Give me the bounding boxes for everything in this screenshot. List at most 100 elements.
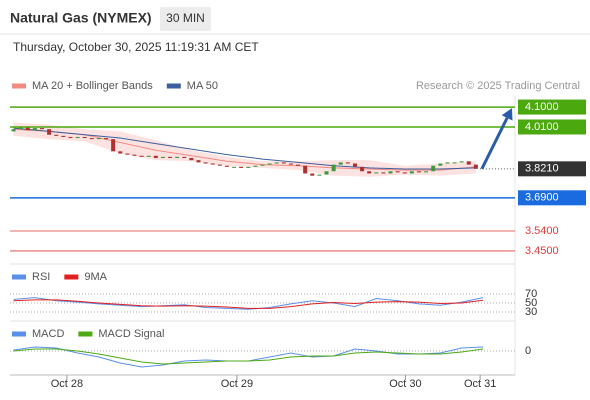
candle xyxy=(168,156,173,158)
x-tick-label: Oct 28 xyxy=(51,378,83,390)
candle xyxy=(416,171,421,173)
candle xyxy=(125,153,130,155)
credit: Research © 2025 Trading Central xyxy=(416,80,580,92)
candle xyxy=(54,134,59,136)
indicator-line xyxy=(13,348,484,365)
legend-swatch xyxy=(64,274,79,280)
candle xyxy=(459,161,464,163)
candle xyxy=(25,126,30,131)
level-label: 4.1000 xyxy=(525,101,559,113)
candle xyxy=(189,157,194,161)
candle xyxy=(288,163,293,165)
candle xyxy=(388,171,393,174)
candle xyxy=(381,172,386,174)
candle xyxy=(47,129,52,135)
candle xyxy=(11,129,16,132)
candle xyxy=(96,138,101,140)
y-tick-label: 50 xyxy=(525,297,537,309)
legend-swatch xyxy=(166,83,181,89)
candle xyxy=(146,155,151,157)
candle xyxy=(118,151,123,154)
level-badge xyxy=(518,190,586,206)
candle xyxy=(438,163,443,166)
candle xyxy=(395,171,400,173)
candle xyxy=(402,172,407,174)
candle xyxy=(246,166,251,168)
candle xyxy=(466,161,471,165)
candle xyxy=(32,128,37,131)
candle xyxy=(232,166,237,168)
candle xyxy=(68,136,73,139)
level-badge xyxy=(518,119,586,135)
level-label: 3.8210 xyxy=(525,163,559,175)
bollinger-band xyxy=(13,122,476,177)
candle xyxy=(40,128,45,130)
legend-label: RSI xyxy=(32,271,50,283)
y-tick-label: 0 xyxy=(525,345,531,357)
legend-label: MA 20 + Bollinger Bands xyxy=(32,80,153,92)
candle xyxy=(75,136,80,139)
candle xyxy=(61,135,66,137)
ma20-line xyxy=(13,128,476,171)
y-tick-label: 30 xyxy=(525,306,537,318)
timestamp: Thursday, October 30, 2025 11:19:31 AM C… xyxy=(13,40,259,54)
candle xyxy=(217,164,222,166)
ma50-line xyxy=(13,127,476,170)
legend-label: MACD xyxy=(32,328,64,340)
candle xyxy=(132,154,137,156)
candle xyxy=(267,163,272,165)
level-label: 3.6900 xyxy=(525,192,559,204)
candle xyxy=(352,163,357,167)
legend-swatch xyxy=(78,331,93,337)
level-label: 3.5400 xyxy=(525,225,559,237)
candle xyxy=(89,138,94,140)
interval-label: 30 MIN xyxy=(166,11,205,25)
candle xyxy=(253,165,258,167)
indicator-line xyxy=(13,299,484,309)
candle xyxy=(345,162,350,164)
candle xyxy=(104,138,109,140)
candle xyxy=(303,165,308,174)
level-label: 3.4500 xyxy=(525,245,559,257)
candle xyxy=(317,174,322,176)
candle xyxy=(331,164,336,172)
candle xyxy=(281,162,286,164)
forecast-arrow xyxy=(480,117,509,170)
candle xyxy=(324,171,329,175)
candle xyxy=(210,163,215,165)
candle xyxy=(445,162,450,164)
x-tick-label: Oct 29 xyxy=(221,378,253,390)
x-tick-label: Oct 30 xyxy=(389,378,421,390)
level-badge xyxy=(518,161,586,177)
candle xyxy=(203,162,208,164)
candle xyxy=(473,164,478,169)
legend-label: MACD Signal xyxy=(98,328,164,340)
legend-swatch xyxy=(12,331,26,337)
candle xyxy=(196,160,201,163)
candle xyxy=(374,172,379,174)
candle xyxy=(175,156,180,158)
candle xyxy=(409,171,414,174)
forecast-arrowhead xyxy=(501,108,513,121)
candle xyxy=(367,171,372,174)
candle xyxy=(111,139,116,152)
candle xyxy=(160,156,165,158)
candle xyxy=(310,173,315,176)
candle xyxy=(82,136,87,139)
candle xyxy=(224,165,229,167)
interval-badge xyxy=(160,7,211,31)
candle xyxy=(260,164,265,166)
candle xyxy=(18,126,23,130)
y-tick-label: 70 xyxy=(525,288,537,300)
candle xyxy=(296,164,301,166)
candle xyxy=(182,156,187,158)
candle xyxy=(153,155,158,158)
level-label: 4.0100 xyxy=(525,121,559,133)
candle xyxy=(424,171,429,173)
candle xyxy=(431,165,436,172)
candle xyxy=(274,162,279,164)
candle xyxy=(338,162,343,165)
